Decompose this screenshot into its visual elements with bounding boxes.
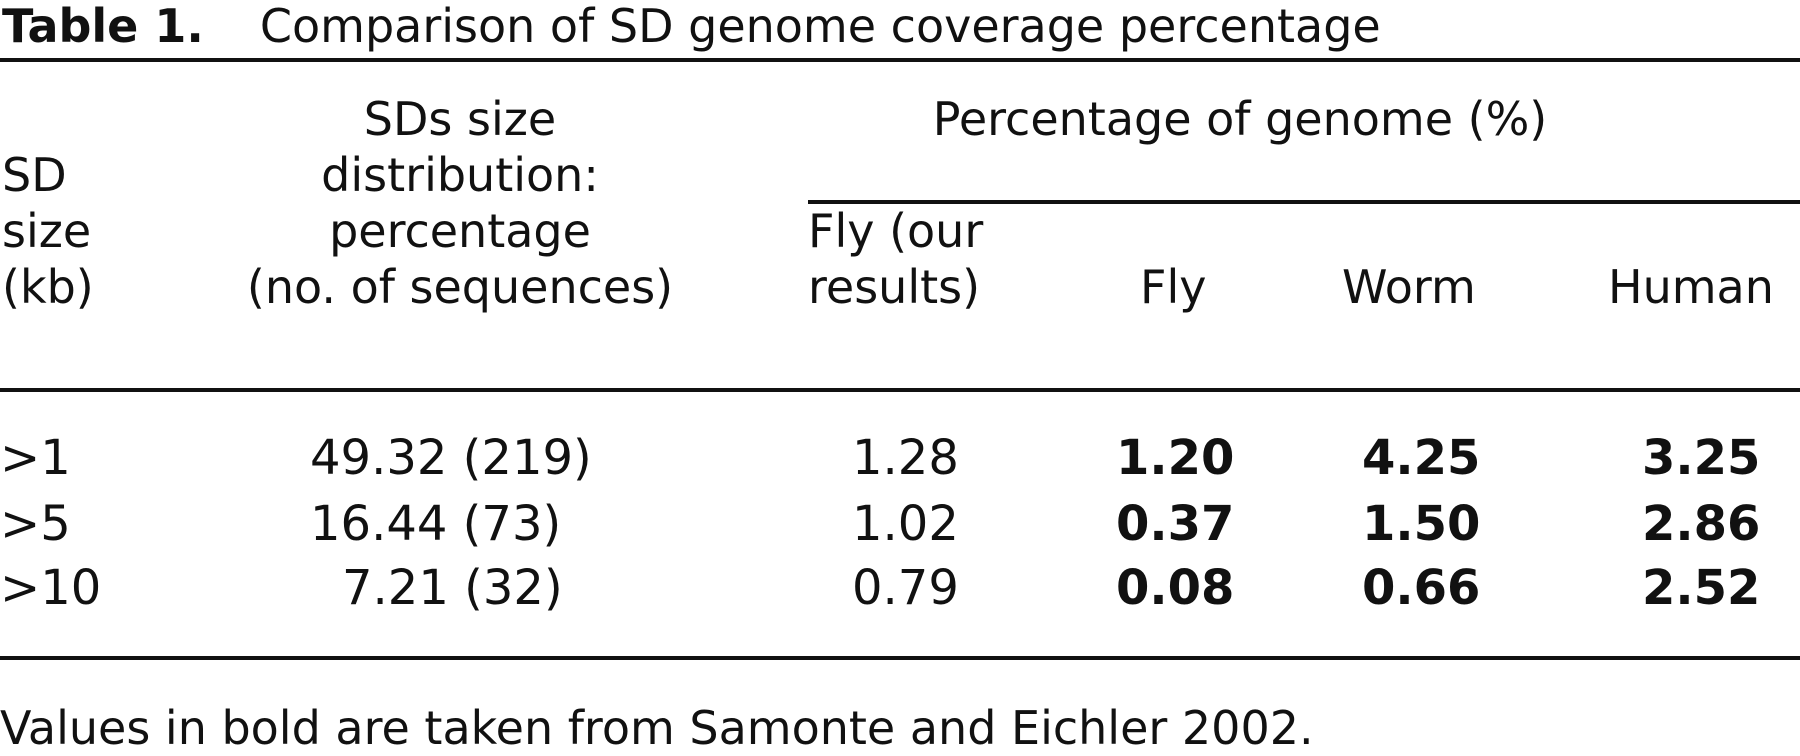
table-row-3-human: 2.52	[1642, 560, 1761, 616]
table-row-2-human: 2.86	[1642, 496, 1761, 552]
header-fly-ours-line2: results)	[808, 260, 981, 314]
table-row-3-distribution: 7.21 (32)	[342, 560, 563, 616]
table-row-3-size: >10	[0, 560, 102, 616]
table-row-2-worm: 1.50	[1362, 496, 1481, 552]
table-row-1-size: >1	[0, 430, 71, 486]
header-fly-ours-line1: Fly (our	[808, 204, 984, 258]
header-distribution-line4: (no. of sequences)	[246, 260, 674, 314]
table-row-1-fly: 1.20	[1116, 430, 1235, 486]
table-footnote: Values in bold are taken from Samonte an…	[0, 701, 1314, 755]
table-row-1-worm: 4.25	[1362, 430, 1481, 486]
table-row-2-size: >5	[0, 496, 71, 552]
table-row-3-worm: 0.66	[1362, 560, 1481, 616]
header-human: Human	[1608, 260, 1774, 314]
table-row-2-fly: 0.37	[1116, 496, 1235, 552]
group-rule	[808, 200, 1800, 204]
header-sd-size-line2: size	[2, 204, 92, 258]
header-fly: Fly	[1140, 260, 1207, 314]
table-row-3-fly-ours: 0.79	[852, 560, 959, 616]
header-distribution-line3: percentage	[329, 204, 591, 258]
top-rule	[0, 58, 1800, 62]
table-row-2-distribution: 16.44 (73)	[310, 496, 562, 552]
header-group: Percentage of genome (%)	[932, 92, 1548, 146]
table-caption: Table 1. Comparison of SD genome coverage…	[2, 0, 1381, 52]
table-row-1-fly-ours: 1.28	[852, 430, 959, 486]
header-distribution-line2: distribution:	[321, 148, 599, 202]
bottom-rule	[0, 656, 1800, 660]
header-rule	[0, 388, 1800, 392]
table-row-1-distribution: 49.32 (219)	[310, 430, 592, 486]
table-row-1-human: 3.25	[1642, 430, 1761, 486]
table-row-3-fly: 0.08	[1116, 560, 1235, 616]
table-label: Table 1.	[2, 0, 204, 53]
header-sd-size-line1: SD	[2, 148, 67, 202]
header-sd-size-line3: (kb)	[2, 260, 94, 314]
header-distribution-line1: SDs size	[363, 92, 557, 146]
header-worm: Worm	[1342, 260, 1476, 314]
table-title: Comparison of SD genome coverage percent…	[259, 0, 1381, 53]
table-row-2-fly-ours: 1.02	[852, 496, 959, 552]
